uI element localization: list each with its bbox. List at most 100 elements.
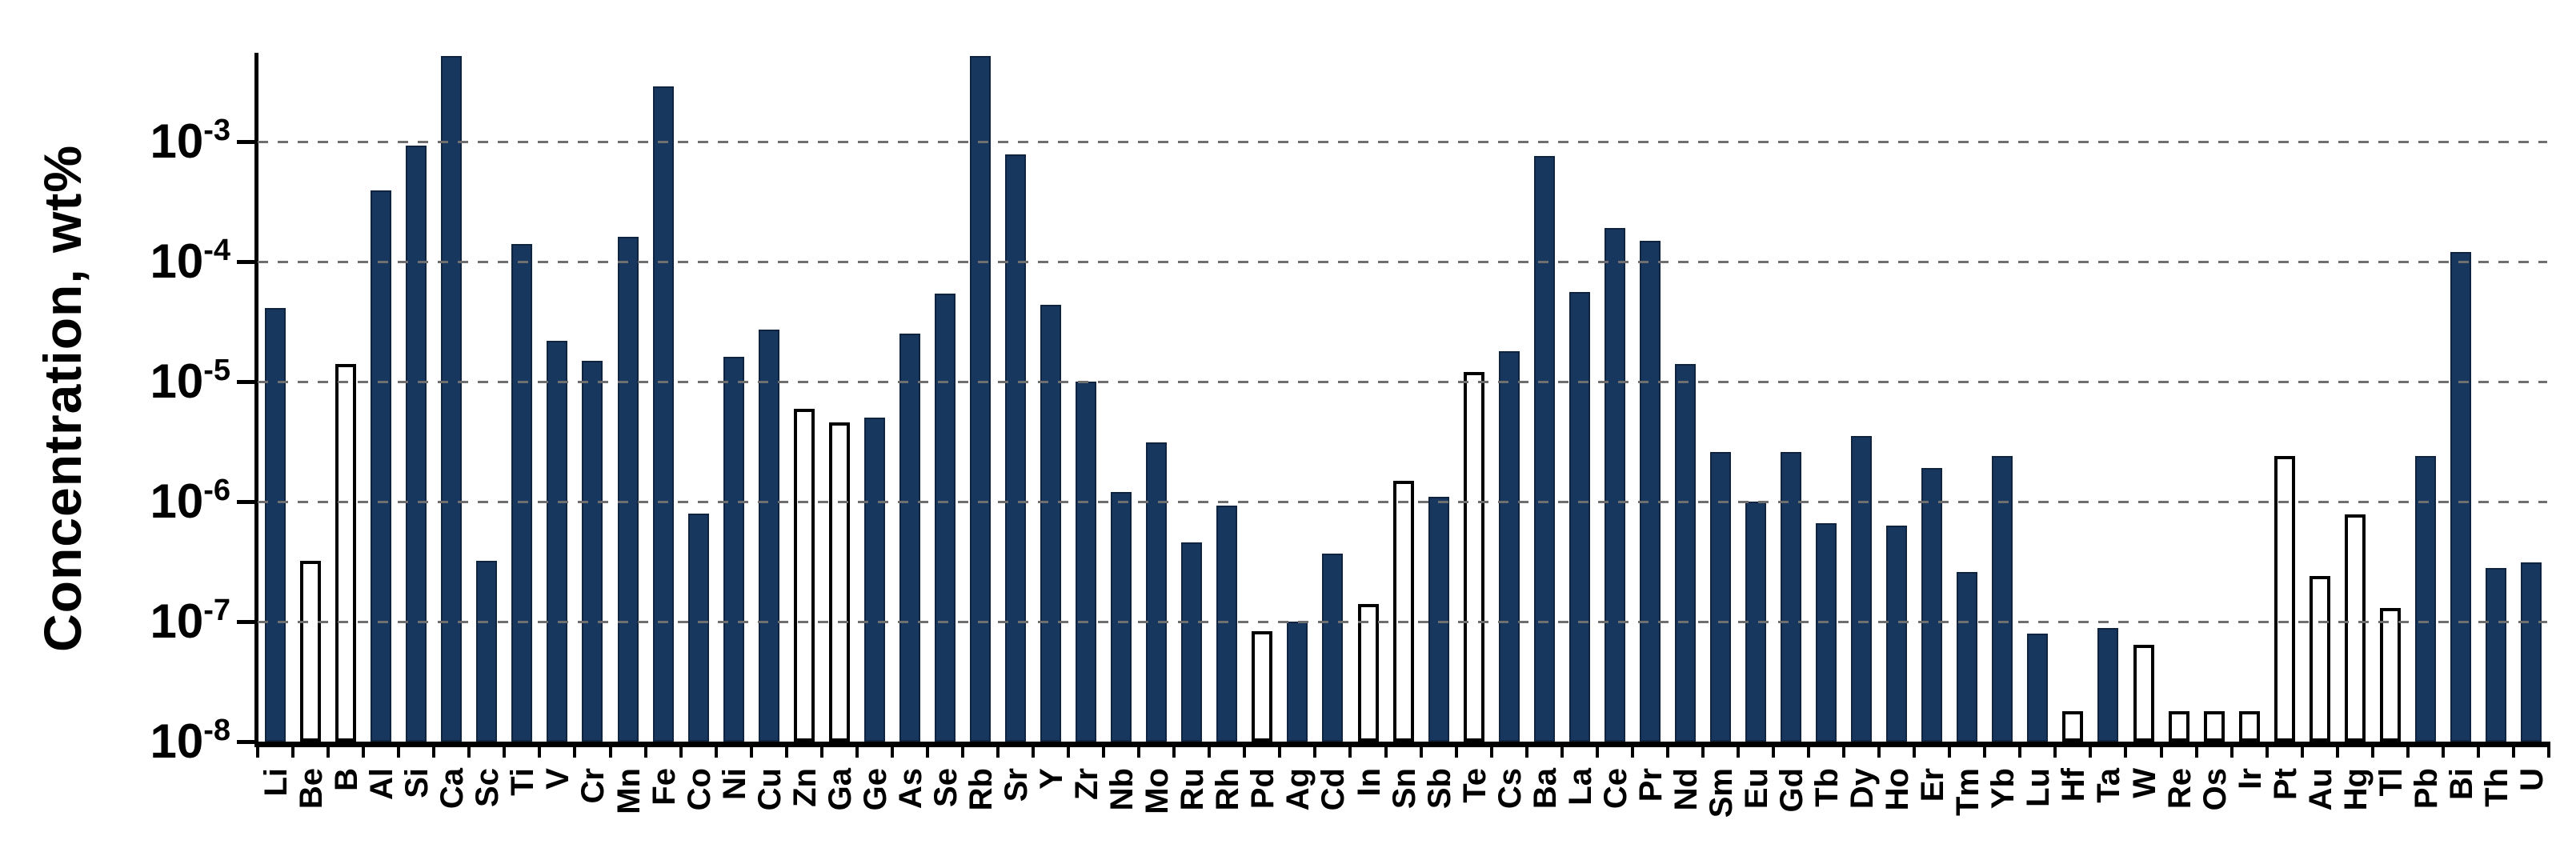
x-tick-mark: [327, 747, 331, 758]
y-tick-mark: [237, 380, 258, 384]
x-tick-mark: [1736, 747, 1740, 758]
x-tick-label: Te: [1456, 768, 1492, 803]
x-tick-label: Lu: [2021, 768, 2057, 807]
x-tick-label: Tl: [2373, 768, 2409, 797]
x-tick-mark: [1560, 747, 1564, 758]
bar-Ga: [828, 422, 850, 742]
x-tick-mark: [819, 747, 823, 758]
bar-Sm: [1709, 451, 1731, 742]
bar-Rh: [1216, 505, 1238, 742]
x-tick-label: Os: [2197, 768, 2233, 811]
x-tick-mark: [714, 747, 718, 758]
y-tick-label: 10-7: [0, 595, 230, 647]
x-axis-line: [254, 742, 2550, 747]
bar-Mo: [1146, 442, 1168, 742]
x-tick-label: Sn: [1386, 768, 1422, 810]
bar-B: [335, 364, 357, 742]
x-tick-label: Rb: [963, 768, 999, 811]
x-tick-label: Al: [364, 768, 400, 800]
x-tick-mark: [467, 747, 471, 758]
x-tick-mark: [996, 747, 1000, 758]
x-tick-mark: [1842, 747, 1846, 758]
x-tick-label: Ce: [1597, 768, 1633, 810]
x-tick-label: Dy: [1845, 768, 1881, 810]
bar-Ta: [2097, 627, 2119, 742]
y-tick-label: 10-8: [0, 714, 230, 768]
x-tick-mark: [1913, 747, 1917, 758]
bar-Se: [934, 294, 955, 742]
x-tick-mark: [890, 747, 894, 758]
x-tick-label: Mn: [611, 768, 647, 814]
bar-Sr: [1005, 154, 1026, 742]
bar-Os: [2203, 710, 2225, 742]
bar-Tl: [2379, 607, 2401, 742]
x-tick-label: Bi: [2443, 768, 2479, 800]
x-tick-mark: [1630, 747, 1634, 758]
plot-area: [258, 56, 2549, 742]
x-tick-label: Ba: [1527, 768, 1563, 810]
x-tick-label: Cs: [1492, 768, 1528, 810]
x-tick-mark: [2124, 747, 2128, 758]
x-tick-label: Tm: [1950, 768, 1986, 816]
bar-Ru: [1181, 542, 1203, 742]
x-tick-mark: [1454, 747, 1458, 758]
x-tick-label: V: [540, 768, 576, 790]
x-tick-label: Sm: [1703, 768, 1739, 818]
bar-Gd: [1781, 451, 1801, 742]
bar-Ho: [1886, 526, 1908, 742]
x-tick-label: Ru: [1175, 768, 1211, 811]
bar-La: [1568, 291, 1590, 742]
y-tick-mark: [237, 140, 258, 144]
x-tick-label: Hf: [2056, 768, 2092, 802]
y-tick-base: 10: [150, 354, 204, 408]
x-tick-mark: [2300, 747, 2304, 758]
bar-Cs: [1498, 350, 1520, 742]
x-tick-mark: [503, 747, 507, 758]
x-tick-label: Ir: [2232, 768, 2268, 790]
x-tick-mark: [573, 747, 577, 758]
bar-Cr: [582, 360, 603, 742]
x-tick-label: Ca: [435, 768, 471, 810]
x-tick-mark: [1665, 747, 1669, 758]
x-tick-label: Sc: [470, 768, 506, 807]
bar-Pt: [2274, 456, 2295, 742]
y-tick-mark: [237, 260, 258, 264]
x-tick-mark: [1489, 747, 1493, 758]
x-tick-mark: [538, 747, 542, 758]
bar-Dy: [1851, 436, 1873, 742]
x-tick-mark: [1208, 747, 1212, 758]
x-tick-mark: [432, 747, 436, 758]
bar-Bi: [2450, 252, 2471, 742]
gridline: [258, 501, 2547, 503]
x-tick-label: Th: [2478, 768, 2514, 807]
x-tick-label: Mo: [1140, 768, 1176, 814]
y-tick-exponent: -4: [203, 234, 230, 267]
y-tick-exponent: -5: [203, 354, 230, 387]
x-tick-mark: [1384, 747, 1388, 758]
bar-Nd: [1674, 364, 1696, 742]
x-tick-label: Cd: [1316, 768, 1352, 811]
x-tick-mark: [608, 747, 612, 758]
x-tick-label: Nd: [1668, 768, 1704, 811]
y-tick-base: 10: [150, 114, 204, 168]
x-tick-mark: [397, 747, 401, 758]
y-tick-base: 10: [150, 234, 204, 288]
x-tick-mark: [1807, 747, 1810, 758]
x-tick-mark: [1772, 747, 1775, 758]
x-tick-label: Ga: [822, 768, 858, 811]
x-tick-label: Pb: [2408, 768, 2444, 810]
bar-Ag: [1287, 622, 1308, 742]
y-tick-base: 10: [150, 714, 204, 768]
bar-Al: [371, 190, 392, 742]
x-tick-label: Li: [258, 768, 294, 797]
x-tick-mark: [1983, 747, 1987, 758]
gridline: [258, 261, 2547, 263]
x-tick-mark: [2441, 747, 2445, 758]
x-tick-label: Yb: [1985, 768, 2021, 810]
x-tick-label: Pt: [2267, 768, 2303, 800]
y-tick-mark: [237, 740, 258, 744]
x-tick-mark: [1877, 747, 1881, 758]
x-tick-mark: [1313, 747, 1317, 758]
x-tick-mark: [362, 747, 366, 758]
x-tick-mark: [960, 747, 964, 758]
